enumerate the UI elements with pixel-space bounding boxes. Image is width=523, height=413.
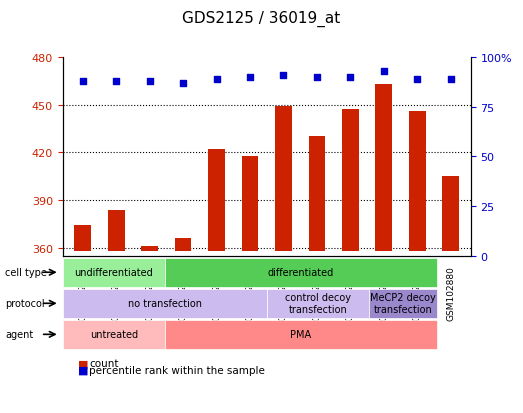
Text: ■: ■ [78,358,89,368]
Point [380,69,388,75]
Point [246,74,254,81]
Text: MeCP2 decoy
transfection: MeCP2 decoy transfection [370,293,436,314]
Bar [74,226,91,251]
Text: cell type: cell type [5,268,47,278]
Point [78,78,87,85]
Text: untreated: untreated [89,330,138,339]
Point [212,76,221,83]
Bar [242,156,258,251]
Bar [275,107,292,251]
Point [279,72,288,79]
Text: control decoy
transfection: control decoy transfection [285,293,351,314]
Point [346,74,355,81]
Text: GDS2125 / 36019_at: GDS2125 / 36019_at [183,10,340,26]
Text: differentiated: differentiated [268,268,334,278]
Text: no transfection: no transfection [128,299,202,309]
Bar [376,85,392,251]
Bar [309,137,325,251]
Text: ■: ■ [78,365,89,375]
Bar [175,239,191,251]
Point [145,78,154,85]
Point [112,78,120,85]
Bar [108,210,124,251]
Point [447,76,455,83]
Bar [208,150,225,251]
Bar [342,110,359,251]
Point [313,74,321,81]
Text: percentile rank within the sample: percentile rank within the sample [89,365,265,375]
Text: protocol: protocol [5,299,45,309]
Bar [442,177,459,251]
Text: PMA: PMA [290,330,311,339]
Bar [141,247,158,251]
Point [413,76,422,83]
Text: undifferentiated: undifferentiated [74,268,153,278]
Point [179,80,187,87]
Text: count: count [89,358,118,368]
Text: agent: agent [5,330,33,339]
Bar [409,112,426,251]
